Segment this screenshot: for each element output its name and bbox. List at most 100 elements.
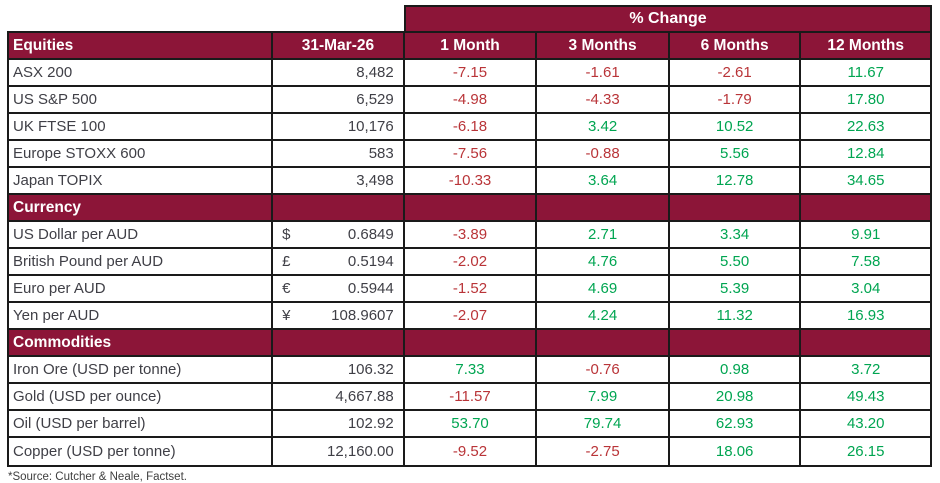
section-title-text: Equities [13,36,74,54]
row-value: 0.5944 [347,280,394,297]
pct-change-cell-text: 16.93 [846,307,885,324]
row-label: Copper (USD per tonne) [9,438,274,465]
row-label-text: US Dollar per AUD [13,226,139,243]
row-value-cell: 6,529 [273,87,405,112]
pct-change-cell-text: 17.80 [846,91,885,108]
pct-change-cell: 12.78 [670,168,802,193]
pct-change-cell: 16.93 [801,303,930,328]
row-value: 3,498 [356,172,394,189]
row-label-text: Oil (USD per barrel) [13,415,146,432]
pct-change-band: % Change [7,5,940,31]
table-row: Europe STOXX 600 583 -7.56 -0.88 5.56 12.84 [9,141,930,168]
section-title: Equities [9,33,274,58]
row-value-cell: ¥108.9607 [273,303,405,328]
row-value: 6,529 [356,91,394,108]
row-label-text: US S&P 500 [13,91,97,108]
pct-change-cell-text: 7.33 [455,361,485,378]
section-header-row: Currency [9,195,930,222]
pct-change-cell: -0.76 [537,357,670,382]
pct-change-cell: 3.72 [801,357,930,382]
currency-symbol: $ [282,226,291,243]
row-label: Europe STOXX 600 [9,141,274,166]
row-value-cell: 8,482 [273,60,405,85]
row-label: UK FTSE 100 [9,114,274,139]
pct-change-header: % Change [404,5,932,31]
pct-change-cell: 3.04 [801,276,930,301]
row-value-cell: 12,160.00 [273,438,405,465]
pct-change-cell-text: -0.76 [585,361,620,378]
row-value-cell: €0.5944 [273,276,405,301]
period-header-text: 1 Month [440,36,500,54]
row-value-cell: 102.92 [273,411,405,436]
table-row: Copper (USD per tonne) 12,160.00 -9.52 -2.7… [9,438,930,465]
row-value-cell: 106.32 [273,357,405,382]
pct-change-cell: 34.65 [801,168,930,193]
pct-change-cell-text: 18.06 [715,443,754,460]
pct-change-cell-text: 3.64 [587,172,618,189]
pct-change-cell-text: 79.74 [583,415,622,432]
row-label: ASX 200 [9,60,274,85]
pct-change-cell: 17.80 [801,87,930,112]
pct-change-cell: 5.50 [670,249,802,274]
pct-change-cell-text: 10.52 [715,118,754,135]
pct-change-cell: 12.84 [801,141,930,166]
table-row: British Pound per AUD £0.5194 -2.02 4.76 5.5… [9,249,930,276]
section-header-row: Commodities [9,330,930,357]
empty-header-cell [404,330,538,355]
pct-change-cell-text: -4.98 [452,91,488,108]
pct-change-cell: -7.56 [405,141,538,166]
pct-change-cell: -2.07 [405,303,538,328]
row-label: US S&P 500 [9,87,274,112]
pct-change-cell: 0.98 [670,357,802,382]
row-label-text: Yen per AUD [13,307,100,324]
row-label: Japan TOPIX [9,168,274,193]
pct-change-cell-text: -0.88 [585,145,620,162]
empty-header-cell [273,330,405,355]
row-value-cell: $0.6849 [273,222,405,247]
pct-change-cell-text: 7.58 [851,253,881,270]
pct-change-cell-text: -1.61 [585,64,620,81]
pct-change-cell: -1.79 [670,87,802,112]
currency-symbol: ¥ [282,307,291,324]
pct-change-cell: 4.76 [537,249,670,274]
pct-change-cell-text: 12.84 [846,145,885,162]
pct-change-header-text: % Change [629,10,707,27]
pct-change-cell: -10.33 [405,168,538,193]
pct-change-cell: 7.33 [405,357,538,382]
pct-change-cell: 79.74 [537,411,670,436]
currency-symbol: £ [282,253,291,270]
pct-change-cell-text: 22.63 [846,118,885,135]
pct-change-cell-text: -1.79 [717,91,752,108]
pct-change-cell-text: -7.15 [452,64,488,81]
pct-change-cell: 26.15 [801,438,930,465]
pct-change-cell-text: -9.52 [452,443,488,460]
table-body: Equities 31-Mar-26 1 Month 3 Months 6 Months… [7,31,932,467]
pct-change-cell: 3.64 [537,168,670,193]
pct-change-cell: 11.67 [801,60,930,85]
row-label-text: Euro per AUD [13,280,106,297]
pct-change-cell: 5.56 [670,141,802,166]
pct-change-cell-text: 4.24 [587,307,618,324]
pct-change-cell: 62.93 [670,411,802,436]
pct-change-cell: -1.52 [405,276,538,301]
row-value-cell: 4,667.88 [273,384,405,409]
pct-change-cell-text: 5.50 [720,253,750,270]
pct-change-cell: -4.98 [405,87,538,112]
row-value: 10,176 [347,118,394,135]
pct-change-cell: -7.15 [405,60,538,85]
table-row: US S&P 500 6,529 -4.98 -4.33 -1.79 17.80 [9,87,930,114]
empty-header-cell [273,195,405,220]
pct-change-cell: -0.88 [537,141,670,166]
pct-change-cell: 53.70 [405,411,538,436]
section-title: Currency [9,195,274,220]
pct-change-cell-text: 34.65 [846,172,885,189]
row-value-cell: 10,176 [273,114,405,139]
pct-change-cell: 7.58 [801,249,930,274]
pct-change-cell: 49.43 [801,384,930,409]
pct-change-cell: -2.61 [670,60,802,85]
pct-change-cell: 22.63 [801,114,930,139]
pct-change-cell-text: 26.15 [846,443,885,460]
pct-change-cell-text: -1.52 [452,280,488,297]
pct-change-cell-text: -10.33 [448,172,492,189]
pct-change-cell: -11.57 [405,384,538,409]
